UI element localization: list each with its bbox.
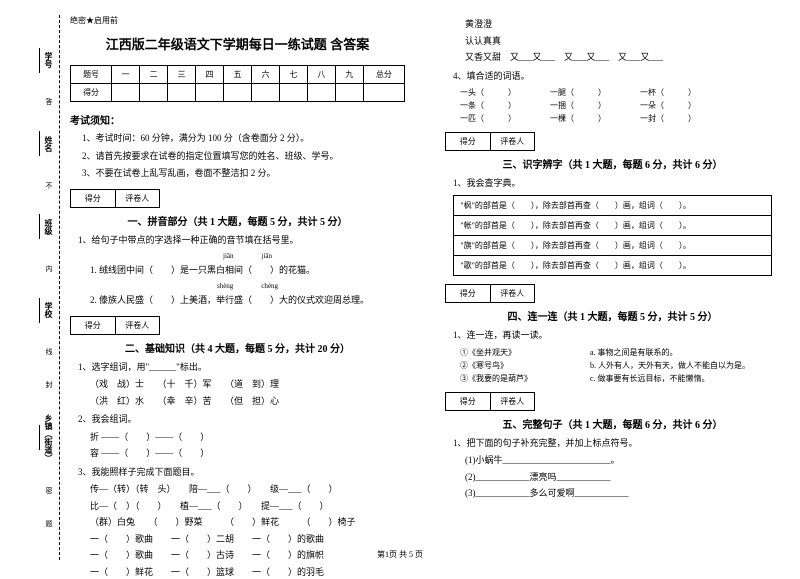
th-2: 二 — [140, 66, 168, 84]
s4-q1: 1、连一连，再读一读。 — [445, 328, 780, 342]
s1-q1: 1、给句子中带点的字选择一种正确的音节填在括号里。 — [70, 233, 405, 247]
score-table: 题号 一 二 三 四 五 六 七 八 九 总分 得分 — [70, 65, 405, 102]
s2-q2-1: 折 ——（ ）——（ ） — [70, 431, 405, 445]
binding-margin: 学号 答 姓名 不 班级 内 学校 线 封 乡镇（街道） 密 题 — [10, 15, 60, 560]
margin-banji: 班级 — [43, 219, 54, 235]
notice-1: 1、考试时间：60 分钟，满分为 100 分（含卷面分 2 分）。 — [70, 132, 405, 146]
char-row-2: "旗"的部首是（ ），除去部首再查（ ）画，组词（ ）。 — [454, 236, 771, 256]
char-row-0: "枫"的部首是（ ），除去部首再查（ ）画，组词（ ）。 — [454, 196, 771, 216]
th-9: 九 — [335, 66, 363, 84]
s1-q1-1: 1. 绒线团中间（ ）是一只黑白相间（ ）的花猫。 — [70, 264, 405, 278]
s2-q3: 3、我能照样子完成下面题目。 — [70, 465, 405, 479]
s2r-l2: 认认真真 — [445, 35, 780, 49]
margin-feng: 封 — [44, 381, 54, 388]
th-0: 题号 — [71, 66, 112, 84]
s3-q1: 1、我会查字典。 — [445, 176, 780, 190]
section-5-title: 五、完整句子（共 1 大题，每题 6 分，共计 6 分） — [445, 416, 780, 431]
s2-q3-4: 一（ ）歌曲 一（ ）二胡 一（ ）的歌曲 — [70, 533, 405, 547]
margin-bu: 不 — [44, 182, 54, 189]
left-column: 绝密★启用前 江西版二年级语文下学期每日一练试题 含答案 题号 一 二 三 四 … — [60, 15, 415, 560]
notice-3: 3、不要在试卷上乱写乱画，卷面不整洁扣 2 分。 — [70, 167, 405, 181]
margin-xuehao: 学号 — [43, 52, 54, 68]
s2-q3-5: 一（ ）歌曲 一（ ）古诗 一（ ）的旗帜 — [70, 549, 405, 563]
s5-r1: (2)____________漂亮吗____________ — [445, 471, 780, 485]
section-2-title: 二、基础知识（共 4 大题，每题 5 分，共计 20 分） — [70, 340, 405, 355]
s2-q2-2: 容 ——（ ）——（ ） — [70, 447, 405, 461]
th-8: 八 — [307, 66, 335, 84]
s2-q3-1: 传—（转）（转 头） 陪—___（ ） 级—___（ ） — [70, 483, 405, 497]
s2-q1: 1、选字组词，用"______"标出。 — [70, 360, 405, 374]
th-3: 三 — [168, 66, 196, 84]
th-4: 四 — [196, 66, 224, 84]
s2-q3-3: （群）白兔 （ ）野菜 （ ）鲜花 （ ）椅子 — [70, 516, 405, 530]
th-7: 七 — [279, 66, 307, 84]
s2-q1-2: （洪 红）水 （幸 辛）苦 （但 担）心 — [70, 395, 405, 409]
notice-2: 2、请首先按要求在试卷的指定位置填写您的姓名、班级、学号。 — [70, 150, 405, 164]
s2-q1-1: （戏 战）士 （十 千）军 （道 到）理 — [70, 378, 405, 392]
section-3-title: 三、识字辨字（共 1 大题，每题 6 分，共计 6 分） — [445, 156, 780, 171]
section-box-2: 得分 评卷人 — [70, 316, 160, 335]
reviewer-cell: 评卷人 — [116, 190, 160, 207]
exam-title: 江西版二年级语文下学期每日一练试题 含答案 — [70, 34, 405, 53]
margin-ti: 题 — [44, 520, 54, 527]
margin-xuexiao: 学校 — [43, 302, 54, 318]
th-6: 六 — [251, 66, 279, 84]
s1-q1-2: 2. 傣族人民盛（ ）上美酒，举行盛（ ）大的仪式欢迎周总理。 — [70, 294, 405, 308]
confidential-label: 绝密★启用前 — [70, 15, 405, 26]
right-column: 黄澄澄 认认真真 又香又甜 又___又___ 又___又___ 又___又___… — [435, 15, 790, 560]
score-label: 得分 — [71, 84, 112, 102]
section-4-title: 四、连一连（共 1 大题，每题 5 分，共计 5 分） — [445, 308, 780, 323]
s5-r0: (1)小蜗牛________________________。 — [445, 454, 780, 468]
score-cell: 得分 — [71, 190, 116, 207]
notice-title: 考试须知： — [70, 112, 405, 127]
section-box-4: 得分 评卷人 — [445, 284, 535, 303]
s5-r2: (3)____________多么可爱啊____________ — [445, 487, 780, 501]
section-box-3: 得分 评卷人 — [445, 132, 535, 151]
margin-mi: 密 — [44, 487, 54, 494]
th-10: 总分 — [363, 66, 404, 84]
section-box-1: 得分 评卷人 — [70, 189, 160, 208]
s2r-l3: 又香又甜 又___又___ 又___又___ 又___又___ — [445, 51, 780, 65]
s2-q3-6: 一（ ）鲜花 一（ ）篮球 一（ ）的羽毛 — [70, 566, 405, 579]
s2r-l1: 黄澄澄 — [445, 18, 780, 32]
section-1-title: 一、拼音部分（共 1 大题，每题 5 分，共计 5 分） — [70, 213, 405, 228]
th-5: 五 — [224, 66, 252, 84]
margin-xingming: 姓名 — [43, 136, 54, 152]
s2-q2: 2、我会组词。 — [70, 412, 405, 426]
s2-q3-2: 比—（ ）（ ） 植—___（ ） 提—___（ ） — [70, 500, 405, 514]
s5-q1: 1、把下面的句子补充完整，并加上标点符号。 — [445, 436, 780, 450]
section-box-5: 得分 评卷人 — [445, 392, 535, 411]
margin-nei: 内 — [44, 265, 54, 272]
page-footer: 第1页 共 5 页 — [377, 549, 423, 560]
th-1: 一 — [112, 66, 140, 84]
char-row-1: "帐"的部首是（ ），除去部首再查（ ）画，组词（ ）。 — [454, 216, 771, 236]
s2r-q4: 4、填合适的词语。 — [445, 69, 780, 83]
margin-xiangzhen: 乡镇（街道） — [43, 414, 54, 462]
char-row-3: "歌"的部首是（ ），除去部首再查（ ）画，组词（ ）。 — [454, 256, 771, 276]
margin-da: 答 — [44, 98, 54, 105]
char-table: "枫"的部首是（ ），除去部首再查（ ）画，组词（ ）。 "帐"的部首是（ ），… — [453, 195, 771, 276]
margin-xian: 线 — [44, 348, 54, 355]
